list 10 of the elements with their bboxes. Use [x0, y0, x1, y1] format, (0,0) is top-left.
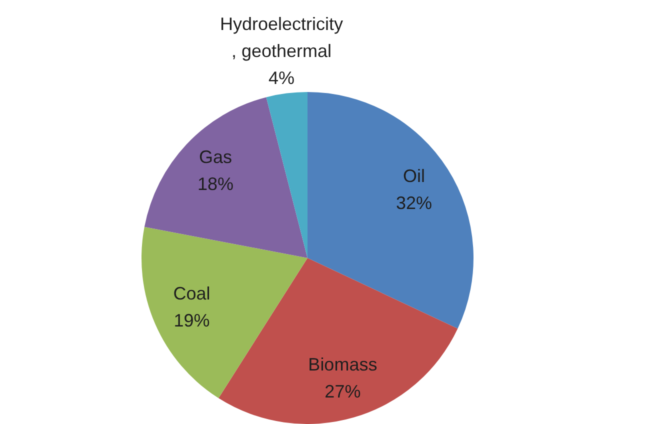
- data-label: 27%: [324, 382, 361, 402]
- data-label: 19%: [174, 310, 210, 331]
- slice-label: Hydroelectricity , geothermal: [220, 14, 344, 62]
- data-label: 32%: [396, 192, 432, 213]
- data-label: 18%: [198, 174, 234, 194]
- slice-label: Oil: [403, 166, 426, 186]
- data-label: 4%: [268, 68, 294, 88]
- slice-label: Biomass: [308, 354, 378, 375]
- slice-label: Gas: [199, 147, 232, 168]
- slice-label: Coal: [173, 284, 210, 304]
